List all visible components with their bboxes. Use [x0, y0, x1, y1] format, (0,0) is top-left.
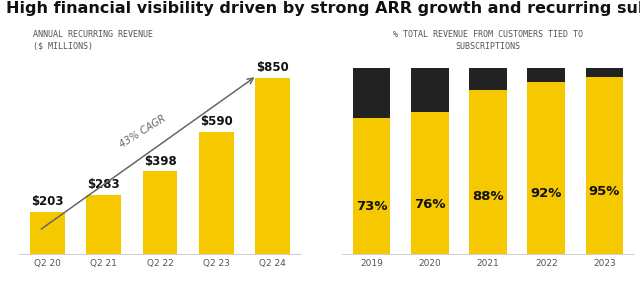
- Text: 92%: 92%: [531, 187, 562, 200]
- Bar: [469, 90, 507, 254]
- Bar: [411, 112, 449, 254]
- Bar: [143, 171, 177, 254]
- Text: 73%: 73%: [356, 200, 387, 213]
- Bar: [586, 77, 623, 254]
- Bar: [30, 212, 65, 254]
- Bar: [255, 78, 290, 254]
- Text: High financial visibility driven by strong ARR growth and recurring subscription: High financial visibility driven by stro…: [6, 1, 640, 16]
- Bar: [353, 118, 390, 254]
- Text: 88%: 88%: [472, 190, 504, 203]
- Bar: [586, 67, 623, 77]
- Bar: [411, 67, 449, 112]
- Text: $590: $590: [200, 115, 233, 128]
- Text: ANNUAL RECURRING REVENUE
($ MILLIONS): ANNUAL RECURRING REVENUE ($ MILLIONS): [33, 30, 154, 51]
- Bar: [527, 67, 565, 82]
- Text: $283: $283: [87, 179, 120, 191]
- Text: 76%: 76%: [414, 198, 445, 211]
- Text: 43% CAGR: 43% CAGR: [117, 114, 167, 150]
- Text: 95%: 95%: [589, 185, 620, 198]
- Text: $850: $850: [256, 61, 289, 74]
- Bar: [353, 67, 390, 118]
- Bar: [527, 82, 565, 254]
- Text: $398: $398: [143, 155, 177, 168]
- Bar: [86, 195, 121, 254]
- Bar: [199, 132, 234, 254]
- Text: $203: $203: [31, 195, 63, 208]
- Text: % TOTAL REVENUE FROM CUSTOMERS TIED TO
SUBSCRIPTIONS: % TOTAL REVENUE FROM CUSTOMERS TIED TO S…: [393, 30, 583, 51]
- Bar: [469, 67, 507, 90]
